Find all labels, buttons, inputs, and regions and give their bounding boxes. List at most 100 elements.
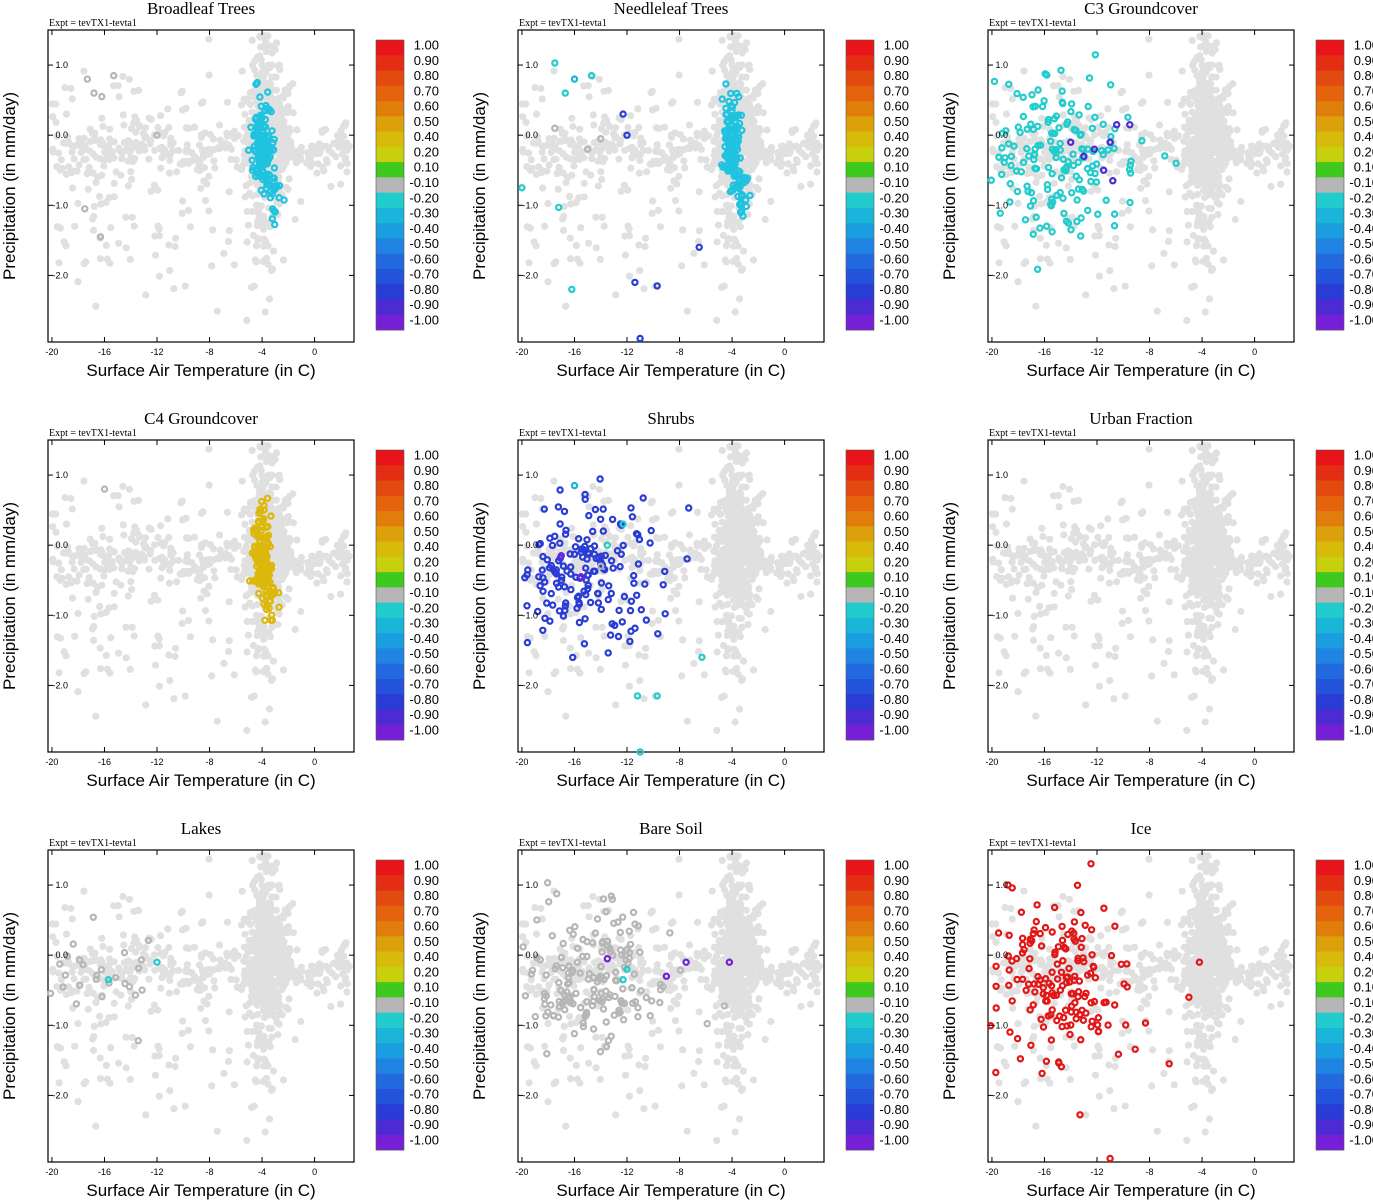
background-point [110, 603, 118, 611]
background-point [671, 197, 680, 205]
background-point [283, 562, 291, 570]
background-point [1183, 316, 1191, 324]
background-point [1199, 103, 1207, 111]
colorbar-label: -0.80 [879, 282, 909, 297]
colorbar-cell [376, 587, 404, 604]
background-point [292, 569, 300, 577]
colorbar-label: 0.40 [884, 129, 909, 144]
colorbar-cell [376, 192, 404, 209]
background-point [615, 155, 623, 163]
background-point [147, 597, 155, 605]
data-point [262, 170, 271, 178]
background-point [205, 172, 213, 180]
background-point [110, 193, 118, 201]
background-point [120, 531, 128, 539]
background-point [1186, 189, 1194, 197]
background-point [624, 123, 632, 132]
background-point [522, 100, 530, 108]
background-point [538, 148, 546, 156]
background-point [68, 505, 76, 513]
background-point [1222, 126, 1230, 134]
colorbar-label: 0.80 [414, 68, 439, 83]
background-point [656, 223, 665, 231]
background-point [91, 136, 99, 144]
colorbar-cell [846, 284, 874, 300]
background-point [343, 139, 351, 147]
background-point [337, 572, 345, 580]
colorbar-label: -0.20 [409, 190, 439, 205]
background-point [1207, 163, 1215, 171]
background-point [220, 659, 228, 668]
colorbar-cell [1316, 70, 1344, 87]
data-point [258, 127, 266, 135]
background-point [77, 136, 85, 144]
background-point [151, 661, 160, 669]
background-point [65, 163, 73, 171]
y-tick-label: 0.0 [55, 130, 68, 140]
background-point [84, 185, 92, 193]
background-point [735, 295, 744, 303]
background-point [261, 308, 269, 316]
background-point [572, 241, 580, 249]
colorbar-label: 0.10 [1354, 160, 1373, 175]
background-point [205, 617, 213, 625]
background-point [755, 175, 763, 183]
background-point [559, 150, 567, 158]
background-point [209, 636, 217, 644]
background-point [341, 532, 349, 540]
colorbar-cell [1316, 192, 1344, 209]
background-point [248, 108, 256, 116]
background-point [117, 581, 125, 589]
colorbar-cell [846, 70, 874, 87]
background-point [89, 560, 97, 568]
colorbar-cell [376, 465, 404, 481]
x-tick-label: -20 [985, 347, 998, 357]
background-point [225, 188, 233, 196]
background-point [225, 637, 233, 645]
background-point [275, 610, 283, 618]
background-point [625, 232, 634, 240]
background-point [253, 53, 261, 62]
highlighted-points [81, 71, 288, 241]
background-point [580, 138, 588, 146]
background-point [191, 566, 199, 574]
background-point [155, 225, 163, 233]
background-point [272, 39, 281, 47]
x-tick-label: -12 [1090, 347, 1103, 357]
background-point [173, 578, 181, 586]
background-point [597, 168, 605, 176]
colorbar-cell [1316, 253, 1344, 270]
background-point [993, 223, 1002, 231]
background-point [91, 129, 99, 137]
colorbar-label: 0.60 [884, 99, 909, 114]
background-point [128, 585, 136, 594]
background-point [265, 473, 273, 481]
background-point [146, 550, 154, 558]
background-point [596, 255, 604, 263]
colorbar: 1.000.900.800.700.600.500.400.200.10-0.1… [1315, 38, 1373, 331]
background-point [227, 145, 235, 153]
background-point [598, 175, 606, 183]
background-point [685, 121, 694, 129]
background-point [49, 148, 57, 156]
background-point [547, 141, 556, 149]
background-point [170, 285, 178, 293]
background-point [1195, 145, 1203, 153]
background-point [246, 189, 254, 197]
background-point [803, 131, 812, 139]
x-tick-label: -8 [206, 347, 214, 357]
data-point [262, 184, 270, 193]
background-point [166, 677, 174, 685]
background-point [60, 648, 68, 656]
colorbar-cell [846, 299, 874, 316]
background-point [1000, 238, 1008, 246]
background-point [342, 564, 350, 572]
background-point [992, 100, 1000, 108]
background-point [253, 71, 261, 79]
background-point [166, 151, 174, 159]
background-point [1121, 282, 1129, 290]
background-point [1055, 239, 1063, 247]
background-point [1218, 165, 1226, 173]
x-tick-label: -20 [515, 347, 528, 357]
background-point [276, 475, 284, 484]
